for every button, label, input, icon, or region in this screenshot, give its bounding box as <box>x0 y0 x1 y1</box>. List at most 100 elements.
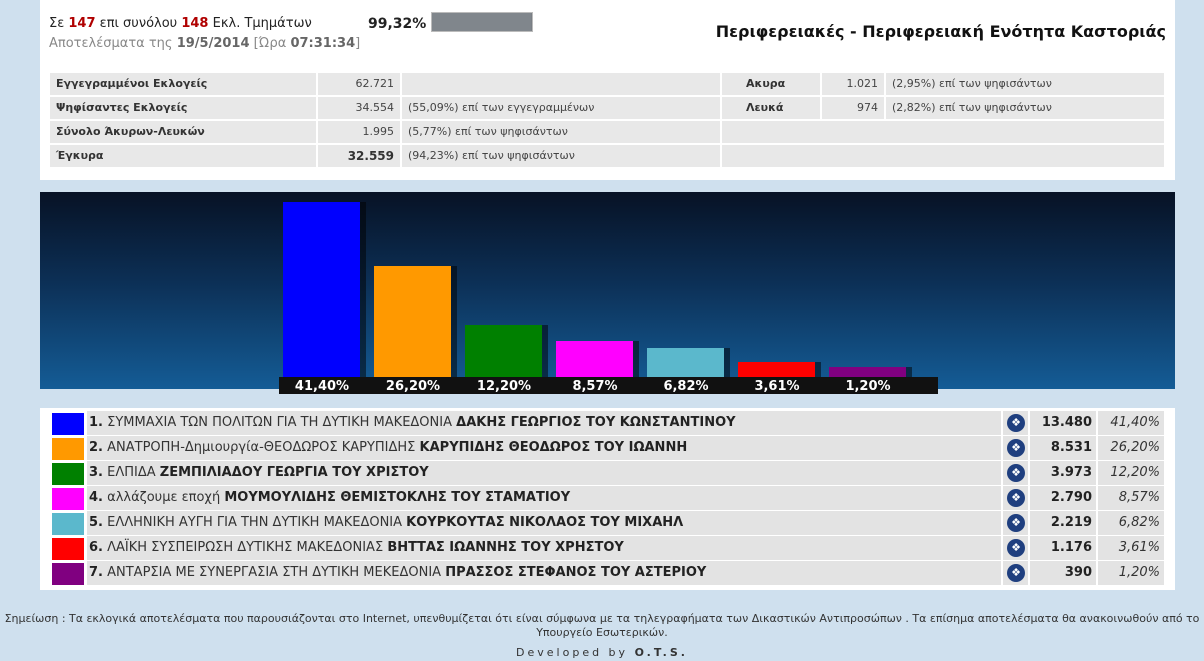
result-row: 2. ΑΝΑΤΡΟΠΗ-Δημιουργία-ΘΕΟΔΩΡΟΣ ΚΑΡΥΠΙΔΗ… <box>50 436 1166 460</box>
progress-fill <box>432 13 532 31</box>
chart-bar-4 <box>556 340 633 377</box>
party-percent: 26,20% <box>1098 436 1164 460</box>
party-name: 1. ΣΥΜΜΑΧΙΑ ΤΩΝ ΠΟΛΙΤΩΝ ΓΙΑ ΤΗ ΔΥΤΙΚΗ ΜΑ… <box>87 411 1001 435</box>
invalid-value: 1.021 <box>822 73 884 95</box>
party-percent: 8,57% <box>1098 486 1164 510</box>
reported-count: 147 <box>68 16 96 31</box>
results-date: 19/5/2014 <box>176 36 250 51</box>
results-table: 1. ΣΥΜΜΑΧΙΑ ΤΩΝ ΠΟΛΙΤΩΝ ΓΙΑ ΤΗ ΔΥΤΙΚΗ ΜΑ… <box>40 408 1175 590</box>
chart-bar-1 <box>283 202 360 377</box>
total-count: 148 <box>181 16 209 31</box>
results-time: 07:31:34 <box>290 36 356 51</box>
party-percent: 12,20% <box>1098 461 1164 485</box>
candidate-name: ΚΑΡΥΠΙΔΗΣ ΘΕΟΔΩΡΟΣ ΤΟΥ ΙΩΑΝΝΗ <box>419 440 688 455</box>
developed-prefix: Developed by <box>516 646 629 659</box>
result-row: 5. ΕΛΛΗΝΙΚΗ ΑΥΓΗ ΓΙΑ ΤΗΝ ΔΥΤΙΚΗ ΜΑΚΕΔΟΝΙ… <box>50 511 1166 535</box>
blank-note: (2,82%) επί των ψηφισάντων <box>886 97 1164 119</box>
candidate-name: ΚΟΥΡΚΟΥΤΑΣ ΝΙΚΟΛΑΟΣ ΤΟΥ ΜΙΧΑΗΛ <box>406 515 684 530</box>
party-name: 5. ΕΛΛΗΝΙΚΗ ΑΥΓΗ ΓΙΑ ΤΗΝ ΔΥΤΙΚΗ ΜΑΚΕΔΟΝΙ… <box>87 511 1001 535</box>
party-votes: 8.531 <box>1030 436 1096 460</box>
party-name: 2. ΑΝΑΤΡΟΠΗ-Δημιουργία-ΘΕΟΔΩΡΟΣ ΚΑΡΥΠΙΔΗ… <box>87 436 1001 460</box>
candidate-name: ΜΟΥΜΟΥΛΙΔΗΣ ΘΕΜΙΣΤΟΚΛΗΣ ΤΟΥ ΣΤΑΜΑΤΙΟΥ <box>224 490 571 505</box>
reported-progress-bar <box>431 12 533 32</box>
chart-value-label: 41,40% <box>294 379 350 394</box>
valid-label: Έγκυρα <box>50 145 316 167</box>
party-number: 5. <box>89 515 103 530</box>
result-row: 6. ΛΑΪΚΗ ΣΥΣΠΕΙΡΩΣΗ ΔΥΤΙΚΗΣ ΜΑΚΕΔΟΝΙΑΣ Β… <box>50 536 1166 560</box>
party-votes: 3.973 <box>1030 461 1096 485</box>
reported-percent: 99,32% <box>368 16 427 32</box>
invalid-label: Ακυρα <box>722 73 820 95</box>
party-percent: 3,61% <box>1098 536 1164 560</box>
candidates-button[interactable]: ❖ <box>1003 511 1028 535</box>
time-suffix: ] <box>355 36 361 51</box>
result-row: 3. ΕΛΠΙΔΑ ΖΕΜΠΙΛΙΑΔΟΥ ΓΕΩΡΓΙΑ ΤΟΥ ΧΡΙΣΤΟ… <box>50 461 1166 485</box>
chart-value-label: 3,61% <box>754 379 800 394</box>
stats-table: Εγγεγραμμένοι Εκλογείς 62.721 Ακυρα 1.02… <box>40 70 1175 180</box>
developer-name: O.T.S. <box>634 646 688 659</box>
party-name: 6. ΛΑΪΚΗ ΣΥΣΠΕΙΡΩΣΗ ΔΥΤΙΚΗΣ ΜΑΚΕΔΟΝΙΑΣ Β… <box>87 536 1001 560</box>
page-title: Περιφερειακές - Περιφερειακή Ενότητα Κασ… <box>715 22 1166 41</box>
party-number: 7. <box>89 565 103 580</box>
registered-label: Εγγεγραμμένοι Εκλογείς <box>50 73 316 95</box>
chart-bar-5 <box>647 348 724 377</box>
party-votes: 2.219 <box>1030 511 1096 535</box>
candidates-button[interactable]: ❖ <box>1003 561 1028 585</box>
timestamp-prefix: Αποτελέσματα της <box>49 36 173 51</box>
candidates-button[interactable]: ❖ <box>1003 436 1028 460</box>
results-header: Σε 147 επι συνόλου 148 Εκλ. Τμημάτων 99,… <box>40 0 1175 70</box>
registered-note <box>402 73 720 95</box>
voted-value: 34.554 <box>318 97 400 119</box>
candidate-name: ΒΗΤΤΑΣ ΙΩΑΝΝΗΣ ΤΟΥ ΧΡΗΣΤΟΥ <box>387 540 624 555</box>
empty-cell <box>722 121 1164 143</box>
party-label: ΕΛΠΙΔΑ <box>107 465 156 480</box>
party-color-swatch <box>52 513 84 535</box>
party-number: 6. <box>89 540 103 555</box>
party-color-swatch <box>52 413 84 435</box>
time-prefix: [Ώρα <box>253 36 287 51</box>
party-color-swatch <box>52 463 84 485</box>
chart-value-label: 12,20% <box>476 379 532 394</box>
voted-label: Ψηφίσαντες Εκλογείς <box>50 97 316 119</box>
people-icon: ❖ <box>1007 564 1025 582</box>
people-icon: ❖ <box>1007 539 1025 557</box>
invalid-note: (2,95%) επί των ψηφισάντων <box>886 73 1164 95</box>
valid-value: 32.559 <box>318 145 400 167</box>
party-percent: 6,82% <box>1098 511 1164 535</box>
blank-label: Λευκά <box>722 97 820 119</box>
party-label: ΑΝΑΤΡΟΠΗ-Δημιουργία-ΘΕΟΔΩΡΟΣ ΚΑΡΥΠΙΔΗΣ <box>107 440 416 455</box>
party-number: 4. <box>89 490 103 505</box>
voted-note: (55,09%) επί των εγγεγραμμένων <box>402 97 720 119</box>
empty-cell <box>722 145 1164 167</box>
candidates-button[interactable]: ❖ <box>1003 536 1028 560</box>
candidate-name: ΖΕΜΠΙΛΙΑΔΟΥ ΓΕΩΡΓΙΑ ΤΟΥ ΧΡΙΣΤΟΥ <box>159 465 429 480</box>
invalid-blank-value: 1.995 <box>318 121 400 143</box>
party-votes: 1.176 <box>1030 536 1096 560</box>
chart-bar-3 <box>465 325 542 377</box>
footer-note: Σημείωση : Τα εκλογικά αποτελέσματα που … <box>4 612 1200 639</box>
party-color-swatch <box>52 438 84 460</box>
party-percent: 41,40% <box>1098 411 1164 435</box>
reported-prefix: Σε <box>49 16 65 31</box>
party-votes: 2.790 <box>1030 486 1096 510</box>
people-icon: ❖ <box>1007 464 1025 482</box>
candidate-name: ΠΡΑΣΣΟΣ ΣΤΕΦΑΝΟΣ ΤΟΥ ΑΣΤΕΡΙΟΥ <box>445 565 707 580</box>
party-label: ΛΑΪΚΗ ΣΥΣΠΕΙΡΩΣΗ ΔΥΤΙΚΗΣ ΜΑΚΕΔΟΝΙΑΣ <box>107 540 384 555</box>
invalid-blank-note: (5,77%) επί των ψηφισάντων <box>402 121 720 143</box>
party-label: ΕΛΛΗΝΙΚΗ ΑΥΓΗ ΓΙΑ ΤΗΝ ΔΥΤΙΚΗ ΜΑΚΕΔΟΝΙΑ <box>107 515 403 530</box>
results-timestamp: Αποτελέσματα της 19/5/2014 [Ώρα 07:31:34… <box>49 36 360 51</box>
people-icon: ❖ <box>1007 514 1025 532</box>
candidates-button[interactable]: ❖ <box>1003 461 1028 485</box>
party-name: 4. αλλάζουμε εποχή ΜΟΥΜΟΥΛΙΔΗΣ ΘΕΜΙΣΤΟΚΛ… <box>87 486 1001 510</box>
party-label: ΣΥΜΜΑΧΙΑ ΤΩΝ ΠΟΛΙΤΩΝ ΓΙΑ ΤΗ ΔΥΤΙΚΗ ΜΑΚΕΔ… <box>107 415 452 430</box>
result-row: 7. ΑΝΤΑΡΣΙΑ ΜΕ ΣΥΝΕΡΓΑΣΙΑ ΣΤΗ ΔΥΤΙΚΗ ΜΕΚ… <box>50 561 1166 585</box>
party-votes: 390 <box>1030 561 1096 585</box>
candidates-button[interactable]: ❖ <box>1003 411 1028 435</box>
candidates-button[interactable]: ❖ <box>1003 486 1028 510</box>
valid-note: (94,23%) επί των ψηφισάντων <box>402 145 720 167</box>
party-number: 2. <box>89 440 103 455</box>
party-number: 3. <box>89 465 103 480</box>
chart-bar-2 <box>374 266 451 377</box>
chart-value-label: 6,82% <box>663 379 709 394</box>
registered-value: 62.721 <box>318 73 400 95</box>
